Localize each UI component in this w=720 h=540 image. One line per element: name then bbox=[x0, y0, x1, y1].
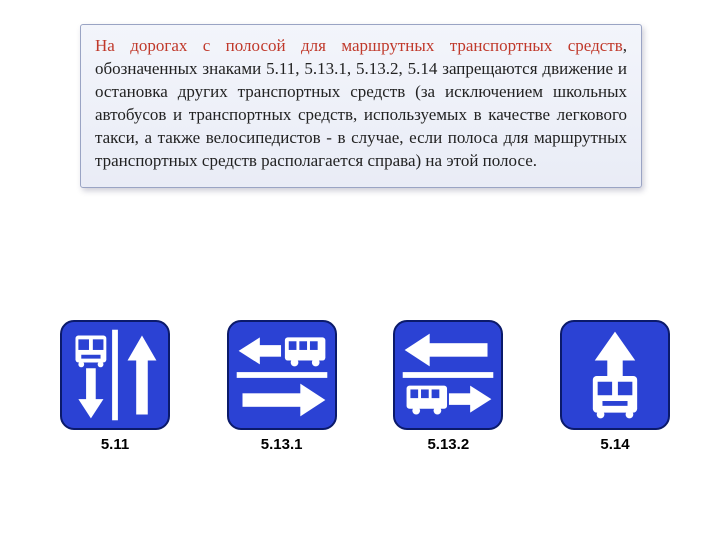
sign-col-5-14: 5.14 bbox=[560, 320, 670, 453]
sign-label-5-11: 5.11 bbox=[101, 436, 129, 453]
sign-5-14 bbox=[560, 320, 670, 430]
sign-label-5-13-2: 5.13.2 bbox=[427, 436, 469, 453]
sign-5-14-svg bbox=[562, 322, 668, 428]
sign-5-13-1-svg bbox=[229, 322, 335, 428]
sign-5-13-2 bbox=[393, 320, 503, 430]
sign-col-5-13-1: 5.13.1 bbox=[227, 320, 337, 453]
signs-row: 5.11 5.13.1 bbox=[60, 320, 670, 453]
sign-label-5-14: 5.14 bbox=[600, 436, 629, 453]
sign-5-11-svg bbox=[62, 322, 168, 428]
sign-5-13-1 bbox=[227, 320, 337, 430]
seg-4: а) на этой полосе. bbox=[408, 151, 537, 170]
explanation-box: На дорогах с полосой для маршрутных тран… bbox=[80, 24, 642, 188]
sign-label-5-13-1: 5.13.1 bbox=[261, 436, 303, 453]
explanation-text: На дорогах с полосой для маршрутных тран… bbox=[95, 35, 627, 173]
sign-col-5-13-2: 5.13.2 bbox=[393, 320, 503, 453]
sign-col-5-11: 5.11 bbox=[60, 320, 170, 453]
seg-highlight-1: На дорогах с полосой для маршрутных тран… bbox=[95, 36, 623, 55]
sign-5-13-2-svg bbox=[395, 322, 501, 428]
sign-5-11 bbox=[60, 320, 170, 430]
